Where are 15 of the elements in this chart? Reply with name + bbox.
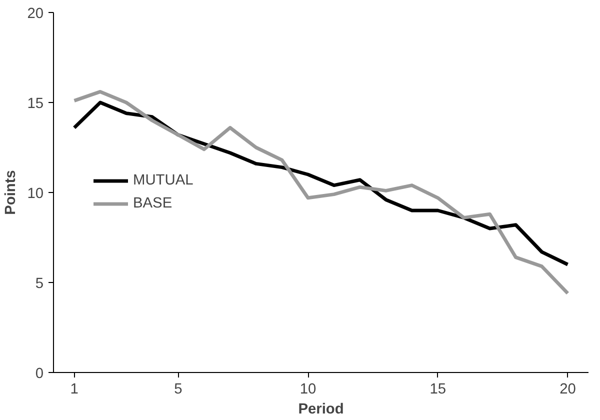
x-tick-label: 10: [300, 382, 316, 398]
legend-label: BASE: [133, 196, 172, 212]
x-tick-label: 5: [174, 382, 182, 398]
x-tick-label: 20: [560, 382, 576, 398]
y-tick-label: 0: [35, 366, 44, 382]
x-tick-label: 15: [430, 382, 446, 398]
y-tick-label: 15: [27, 96, 44, 112]
y-tick-label: 10: [27, 186, 44, 202]
legend-label: MUTUAL: [133, 172, 194, 188]
x-tick-label: 1: [70, 382, 78, 398]
x-axis-title: Period: [298, 402, 344, 418]
y-axis-title: Points: [3, 170, 20, 215]
y-tick-label: 20: [27, 6, 44, 22]
line-series: [72, 90, 570, 296]
y-tick-label: 5: [35, 276, 44, 292]
